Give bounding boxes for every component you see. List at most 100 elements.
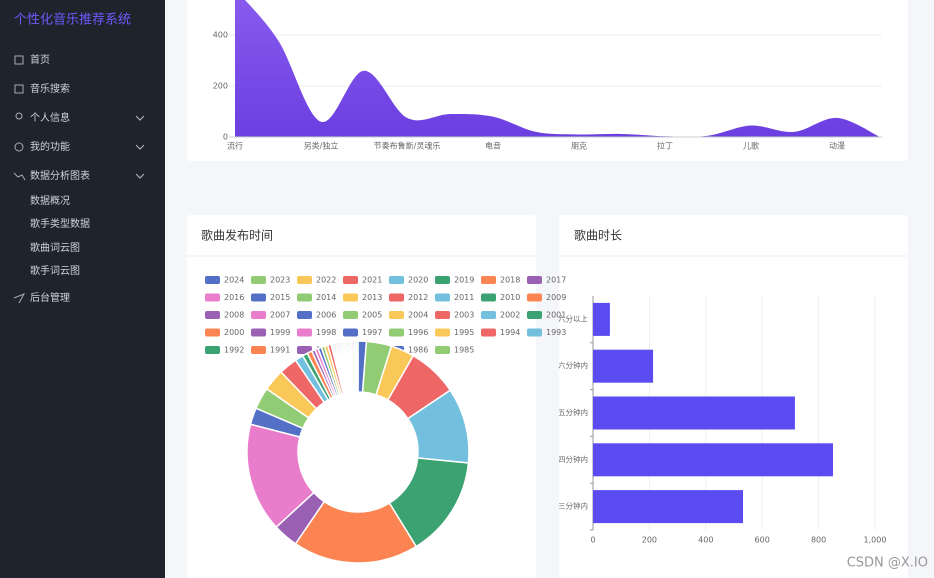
x-tick-label: 拉丁 [657,141,673,151]
submenu-item[interactable]: 歌曲词云图 [30,241,80,254]
sidebar [0,0,165,578]
legend-label: 2008 [224,311,244,320]
legend-swatch [297,328,312,337]
legend-swatch [251,276,266,284]
menu-item[interactable]: 我的功能 [30,140,70,153]
legend-swatch [205,276,220,284]
x-tick-label: 动漫 [829,141,845,151]
legend-label: 1991 [270,346,290,355]
legend-label: 2020 [408,276,428,285]
legend-swatch [481,293,496,302]
menu-item[interactable]: 数据分析图表 [30,169,90,182]
y-tick-label: 六分以上 [558,313,588,323]
legend-swatch [481,328,496,337]
legend-label: 1995 [454,328,474,337]
bar [593,349,654,383]
legend-label: 2019 [454,276,474,285]
x-tick-label: 0 [590,536,595,545]
menu-item[interactable]: 音乐搜索 [30,82,70,95]
legend-label: 2024 [224,276,244,285]
x-tick-label: 200 [642,536,657,545]
legend-swatch [481,311,496,319]
labels: 三分钟内 四分钟内 五分钟内 六分钟内 六分以上 [558,313,588,511]
legend-label: 2017 [546,276,566,285]
legend-swatch [297,293,312,302]
legend-label: 2007 [270,311,290,320]
legend-swatch [435,311,450,319]
legend-swatch [389,328,404,337]
x-tick-label: 朋克 [571,142,587,151]
legend-label: 2010 [500,293,520,302]
x-tick-label: 400 [698,536,713,545]
y-tick-label: 400 [213,31,228,40]
submenu-item[interactable]: 歌手类型数据 [30,217,90,230]
legend-swatch [435,276,450,284]
y-tick-label: 六分钟内 [558,360,588,370]
legend-swatch [527,311,542,319]
legend-label: 1996 [408,328,428,337]
legend-swatch [205,328,220,337]
legend-label: 2018 [500,276,520,285]
legend-swatch [205,346,220,354]
legend-swatch [343,328,358,337]
card-title: 歌曲发布时间 [201,228,273,243]
watermark: CSDN @X.IO [847,556,928,571]
legend-label: 2013 [362,293,382,302]
legend-label: 2005 [362,311,382,320]
legend-label: 1986 [408,346,428,355]
card-title: 歌曲时长 [574,228,622,243]
legend-swatch [389,276,404,284]
legend-label: 1985 [454,346,474,355]
legend-swatch [527,293,542,302]
x-tick-label: 800 [811,536,826,545]
legend-swatch [297,276,312,284]
bar [593,490,744,524]
y-tick-label: 三分钟内 [558,501,588,511]
legend-label: 2000 [224,328,244,337]
legend-label: 2022 [316,276,336,285]
y-tick-label: 五分钟内 [558,407,588,417]
legend-swatch [251,293,266,302]
chevrons [135,115,145,179]
legend-swatch [343,311,358,319]
menu-icons [13,55,26,304]
donut [246,340,470,564]
legend-label: 2014 [316,293,336,302]
legend-label: 1999 [270,328,290,337]
legend-label: 2002 [500,311,520,320]
x-tick-label: 另类/独立 [304,141,339,151]
legend-label: 2004 [408,311,428,320]
legend-label: 2001 [546,311,566,320]
legend-swatch [297,311,312,319]
legend-swatch [389,293,404,302]
legend-swatch [251,346,266,354]
menu-item[interactable]: 后台管理 [30,291,70,304]
legend-swatch [251,328,266,337]
legend-swatch [251,311,266,319]
legend-swatch [481,276,496,284]
pie-slice [355,340,359,393]
y-tick-label: 四分钟内 [558,454,588,464]
submenu-item[interactable]: 歌手词云图 [30,264,80,277]
legend-label: 2021 [362,276,382,285]
legend-label: 2012 [408,293,428,302]
menu-item[interactable]: 个人信息 [30,111,70,124]
legend-swatch [527,276,542,284]
legend-swatch [343,276,358,284]
y-tick-label: 0 [223,133,228,142]
submenu-item[interactable]: 数据概况 [30,194,70,207]
x-tick-label: 1,000 [864,536,887,545]
legend-label: 2023 [270,276,290,285]
area [235,0,880,137]
legend-swatch [435,293,450,302]
app-title: 个性化音乐推荐系统 [14,12,131,28]
legend-label: 2003 [454,311,474,320]
legend-label: 2009 [546,293,566,302]
x-tick-label: 电音 [485,141,501,151]
bar [593,302,610,336]
legend-swatch [205,311,220,319]
menu-item[interactable]: 首页 [30,53,50,66]
legend-label: 1994 [500,328,520,337]
